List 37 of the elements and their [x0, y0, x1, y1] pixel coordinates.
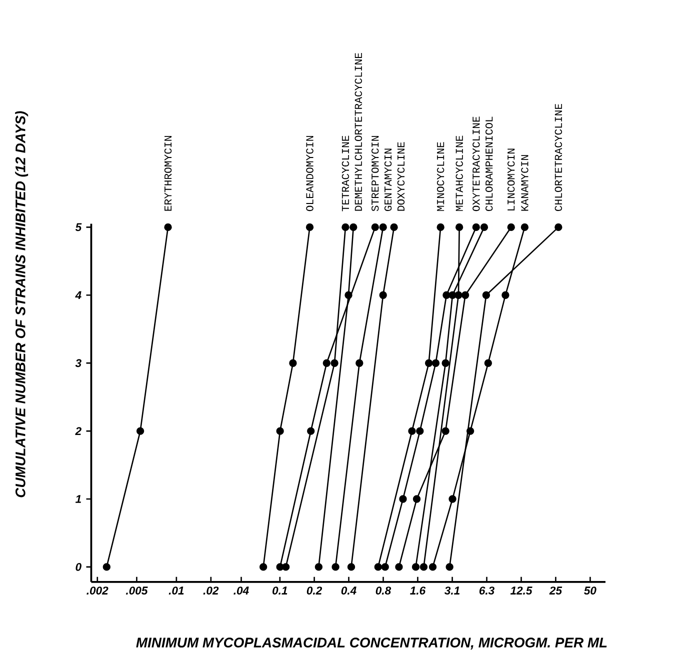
y-tick-label: 3	[75, 358, 82, 367]
x-tick-label: 3.1	[444, 586, 460, 594]
y-tick-label: 5	[75, 223, 82, 231]
text: TETRACYCLINE	[342, 136, 350, 211]
x-tick-label: 0.2	[306, 586, 322, 594]
x-tick-label: .002	[86, 586, 108, 594]
text: KANAMYCIN	[521, 154, 528, 211]
x-tick-label: 50	[584, 586, 596, 594]
text: METAHCYCLINE	[456, 136, 463, 211]
y-tick-label: 2	[75, 426, 82, 435]
x-tick-label: 0.8	[376, 586, 392, 594]
text: ERYTHROMYCIN	[164, 136, 172, 211]
text: MINOCYCLINE	[436, 142, 444, 211]
x-tick-label: 0.4	[341, 586, 356, 594]
x-tick-label: 1.6	[410, 586, 426, 594]
text: GENTAMYCIN	[384, 148, 392, 211]
text: DEMETHYLCHLORTETRACYCLINE	[354, 52, 362, 211]
y-axis-title: CUMULATIVE NUMBER OF STRAINS INHIBITED (12 DAYS)	[15, 111, 28, 497]
y-tick-label: 4	[75, 291, 82, 299]
x-tick-label: 25	[549, 586, 562, 594]
text: LINCOMYCIN	[507, 148, 515, 210]
text: DOXYCYCLINE	[397, 142, 405, 211]
x-tick-label: .02	[203, 586, 219, 594]
x-tick-label: 6.3	[479, 586, 494, 594]
x-tick-label: .04	[234, 586, 249, 594]
x-tick-label: .005	[126, 586, 148, 594]
text: CHLORAMPHENICOL	[486, 116, 493, 211]
text: OXYTETRACYCLINE	[472, 116, 480, 211]
x-tick-label: .01	[168, 586, 184, 594]
x-axis-title: MINIMUM MYCOPLASMACIDAL CONCENTRATION, MICROGM. PER ML	[136, 637, 607, 650]
text: STREPTOMYCIN	[372, 136, 379, 211]
text: CHLORTETRACYCLINE	[554, 104, 562, 211]
x-tick-label: 0.1	[272, 586, 288, 594]
text: OLEANDOMYCIN	[306, 136, 314, 211]
x-tick-label: 12.5	[510, 586, 532, 594]
y-tick-label: 0	[76, 562, 82, 571]
y-tick-label: 1	[75, 494, 81, 503]
